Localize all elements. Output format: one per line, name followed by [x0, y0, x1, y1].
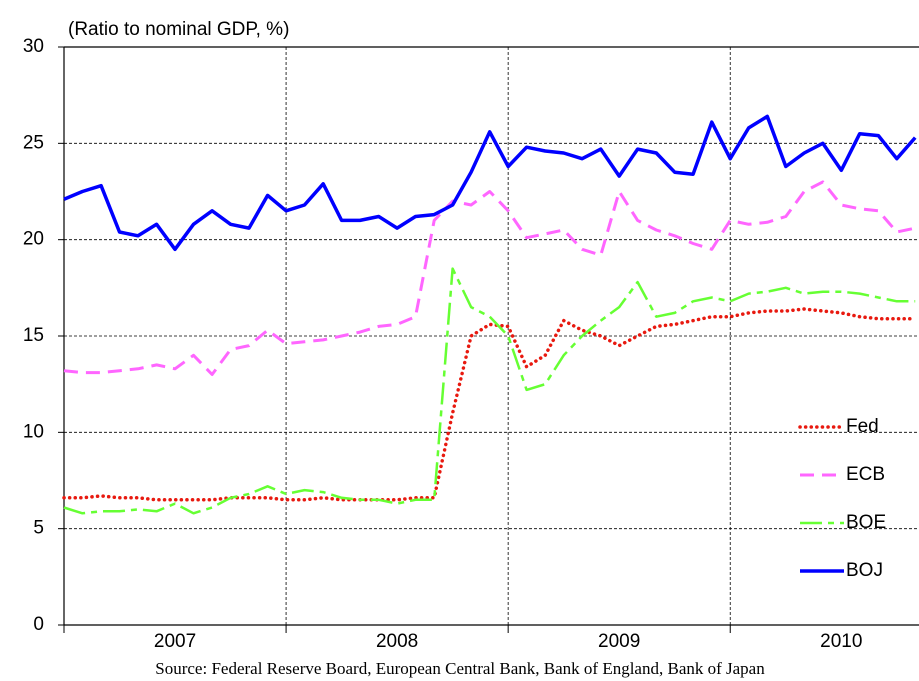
series-line [63, 114, 917, 252]
legend-label: BOJ [846, 560, 883, 581]
x-tick-label: 2008 [376, 631, 418, 652]
y-tick-label: 5 [33, 518, 44, 539]
source-note: Source: Federal Reserve Board, European … [155, 659, 765, 678]
y-tick-label: 10 [23, 421, 44, 442]
x-tick-label: 2010 [820, 631, 862, 652]
series-line [63, 180, 916, 376]
legend-label: Fed [846, 416, 879, 437]
y-tick-label: 15 [23, 325, 44, 346]
y-tick-label: 30 [23, 36, 44, 57]
legend-label: BOE [846, 512, 886, 533]
series-line [62, 307, 917, 502]
chart-title: (Ratio to nominal GDP, %) [68, 19, 289, 40]
x-tick-label: 2009 [598, 631, 640, 652]
y-tick-label: 25 [23, 132, 44, 153]
x-tick-label: 2007 [154, 631, 196, 652]
series-line [63, 267, 916, 515]
legend-label: ECB [846, 464, 885, 485]
y-tick-label: 20 [23, 229, 44, 250]
y-tick-label: 0 [33, 614, 44, 635]
